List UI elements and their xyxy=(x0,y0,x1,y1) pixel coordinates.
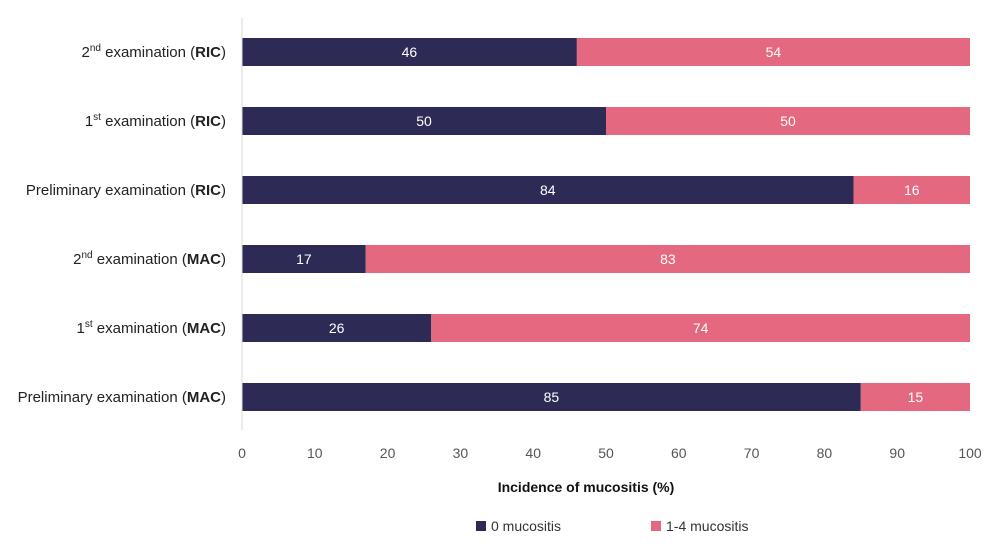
bar-segment-no-mucositis-1 xyxy=(242,107,606,135)
category-label-close: ) xyxy=(221,113,226,130)
bar-segment-mucositis-0 xyxy=(576,38,970,66)
category-label-text: examination ( xyxy=(93,320,187,337)
bar-value-label: 17 xyxy=(296,251,312,267)
bar-value-label: 15 xyxy=(908,389,924,405)
category-label-superscript: st xyxy=(85,319,93,330)
legend-label: 1-4 mucositis xyxy=(666,518,748,534)
bar-value-label: 46 xyxy=(402,44,418,60)
x-axis-title: Incidence of mucositis (%) xyxy=(498,479,675,495)
x-tick-label: 80 xyxy=(817,445,833,461)
bar-segment-no-mucositis-0 xyxy=(242,38,577,66)
x-axis-ticks: 0 10 20 30 40 50 60 70 80 90 100 xyxy=(238,445,982,461)
category-label-ordinal: 2 xyxy=(73,251,81,268)
category-label-regimen: RIC xyxy=(195,182,221,199)
bars-group: 46 54 50 50 84 16 17 83 26 74 85 15 xyxy=(242,38,970,411)
category-label: 1st examination (RIC) xyxy=(85,112,226,130)
bar-segment-mucositis-5 xyxy=(860,383,970,411)
category-label-text: Preliminary examination ( xyxy=(18,389,187,406)
category-label-close: ) xyxy=(221,389,226,406)
bar-value-label: 50 xyxy=(780,113,796,129)
category-label-ordinal: 1 xyxy=(85,113,93,130)
bar-segment-mucositis-4 xyxy=(431,314,970,342)
x-tick-label: 30 xyxy=(453,445,469,461)
legend-swatch-no-mucositis xyxy=(476,521,486,531)
bar-value-label: 50 xyxy=(416,113,432,129)
x-tick-label: 40 xyxy=(525,445,541,461)
x-tick-label: 100 xyxy=(958,445,982,461)
category-label-superscript: st xyxy=(93,112,101,123)
bar-segment-no-mucositis-4 xyxy=(242,314,432,342)
bar-segment-no-mucositis-3 xyxy=(242,245,366,273)
bar-segment-no-mucositis-5 xyxy=(242,383,861,411)
category-label: 1st examination (MAC) xyxy=(76,319,226,337)
category-label: 2nd examination (MAC) xyxy=(73,250,226,268)
x-tick-label: 20 xyxy=(380,445,396,461)
category-label: 2nd examination (RIC) xyxy=(81,43,226,61)
legend-swatch-mucositis xyxy=(651,521,661,531)
x-tick-label: 10 xyxy=(307,445,323,461)
bar-value-label: 16 xyxy=(904,182,920,198)
bar-segment-mucositis-3 xyxy=(365,245,970,273)
category-label-text: Preliminary examination ( xyxy=(26,182,195,199)
category-label-regimen: RIC xyxy=(195,44,221,61)
category-label-regimen: RIC xyxy=(195,113,221,130)
category-label-superscript: nd xyxy=(90,43,101,54)
category-label-close: ) xyxy=(221,44,226,61)
bar-segment-mucositis-1 xyxy=(606,107,970,135)
category-label-ordinal: 2 xyxy=(81,44,89,61)
category-label-text: examination ( xyxy=(101,44,195,61)
bar-value-label: 26 xyxy=(329,320,345,336)
category-label: Preliminary examination (MAC) xyxy=(18,389,226,406)
x-tick-label: 70 xyxy=(744,445,760,461)
category-label-regimen: MAC xyxy=(187,389,221,406)
category-label: Preliminary examination (RIC) xyxy=(26,182,226,199)
bar-value-label: 83 xyxy=(660,251,676,267)
bar-value-label: 54 xyxy=(766,44,782,60)
category-label-superscript: nd xyxy=(81,250,92,261)
bar-value-label: 85 xyxy=(544,389,560,405)
category-label-regimen: MAC xyxy=(187,320,221,337)
legend-label: 0 mucositis xyxy=(491,518,561,534)
x-tick-label: 50 xyxy=(598,445,614,461)
category-label-close: ) xyxy=(221,182,226,199)
bar-value-label: 84 xyxy=(540,182,556,198)
category-label-close: ) xyxy=(221,320,226,337)
category-label-text: examination ( xyxy=(93,251,187,268)
x-tick-label: 60 xyxy=(671,445,687,461)
x-tick-label: 90 xyxy=(889,445,905,461)
category-label-ordinal: 1 xyxy=(76,320,84,337)
category-labels: 2nd examination (RIC)1st examination (RI… xyxy=(18,43,226,406)
category-label-close: ) xyxy=(221,251,226,268)
bar-segment-mucositis-2 xyxy=(853,176,970,204)
category-label-regimen: MAC xyxy=(187,251,221,268)
x-tick-label: 0 xyxy=(238,445,246,461)
bar-segment-no-mucositis-2 xyxy=(242,176,854,204)
category-label-text: examination ( xyxy=(101,113,195,130)
legend: 0 mucositis 1-4 mucositis xyxy=(476,518,748,534)
bar-value-label: 74 xyxy=(693,320,709,336)
